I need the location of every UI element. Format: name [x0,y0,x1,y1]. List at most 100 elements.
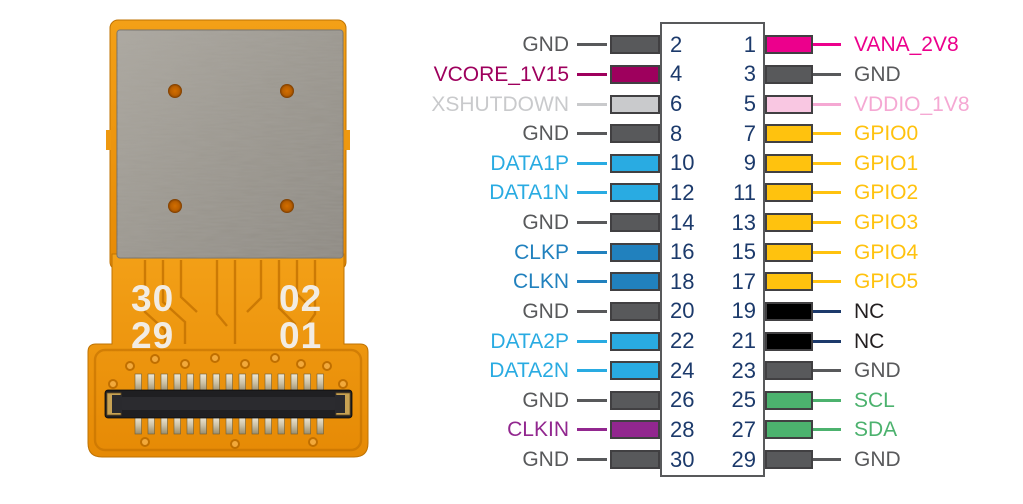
pin-wire-left [575,132,610,136]
pin-wire-left [575,221,610,225]
pin-numbers: 6 5 [660,91,765,117]
shield-hole [168,84,182,98]
pin-box-left [610,331,660,351]
pin-wire-left [575,280,610,284]
pin-wire-left [575,398,610,402]
pin-label-right: GND [854,359,901,383]
pin-wire-left [575,72,610,76]
pin-numbers: 16 15 [660,239,765,265]
pin-number-right: 3 [743,61,756,87]
pin-label-right: GPIO1 [854,151,919,175]
pin-number-right: 29 [731,446,756,472]
pin-label-right: NC [854,329,885,353]
pin-row: GND 14 13 GPIO3 [430,208,1023,238]
pin-label-left: GND [522,211,569,235]
pin-wire-right [813,102,846,106]
pin-box-right [765,153,813,173]
pin-number-left: 2 [670,31,683,57]
connector-outline [660,22,765,477]
pin-numbers: 28 27 [660,417,765,443]
pin-box-right [765,94,813,114]
pin-box-left [610,183,660,203]
pin-box-left [610,213,660,233]
pin-numbers: 18 17 [660,269,765,295]
pin-box-left [610,361,660,381]
pin-wire-right [813,132,846,136]
pin-numbers: 8 7 [660,121,765,147]
shield-hole [280,199,294,213]
pin-label-right: SCL [854,388,895,412]
pin-box-right [765,390,813,410]
pin-label-left: GND [522,299,569,323]
pin-box-left [610,301,660,321]
marking-02: 02 [279,278,322,319]
pin-label-left: DATA2N [489,359,569,383]
pin-row: DATA2P 22 21 NC [430,326,1023,356]
marking-01: 01 [279,315,322,356]
pin-box-right [765,183,813,203]
pin-number-left: 16 [670,239,695,265]
pin-number-left: 8 [670,120,683,146]
pin-label-left: GND [522,33,569,57]
pin-box-left [610,242,660,262]
pin-wire-left [575,161,610,165]
pin-wire-right [813,191,846,195]
pin-label-left: DATA2P [490,329,569,353]
pin-numbers: 10 9 [660,150,765,176]
pcb-traces [93,260,363,452]
pin-label-right: GPIO3 [854,211,919,235]
pin-box-right [765,301,813,321]
pin-number-right: 27 [731,416,756,442]
pin-row: CLKP 16 15 GPIO4 [430,237,1023,267]
pcb-silkscreen: 30 02 29 01 [131,278,322,356]
pin-box-right [765,361,813,381]
pin-numbers: 4 3 [660,61,765,87]
pin-number-left: 30 [670,446,695,472]
pin-wire-right [813,43,846,47]
pin-box-left [610,94,660,114]
pin-box-left [610,64,660,84]
pin-box-left [610,450,660,470]
pin-number-left: 28 [670,416,695,442]
pin-wire-left [575,43,610,47]
pin-row: GND 2 1 VANA_2V8 [430,30,1023,60]
pin-number-left: 18 [670,268,695,294]
pin-label-left: CLKIN [507,418,569,442]
pin-label-right: GPIO0 [854,122,919,146]
pin-wire-left [575,309,610,313]
pin-row: VCORE_1V15 4 3 GND [430,60,1023,90]
pin-number-left: 20 [670,298,695,324]
pin-number-left: 22 [670,328,695,354]
pin-label-left: DATA1P [490,151,569,175]
pin-box-left [610,272,660,292]
pin-box-left [610,420,660,440]
pin-number-right: 17 [731,268,756,294]
pin-label-left: CLKP [514,240,569,264]
pin-wire-left [575,428,610,432]
pin-label-left: XSHUTDOWN [431,92,569,116]
pin-box-right [765,124,813,144]
pin-numbers: 2 1 [660,32,765,58]
pin-label-right: GND [854,448,901,472]
pin-numbers: 14 13 [660,210,765,236]
pin-number-right: 7 [743,120,756,146]
pin-wire-right [813,161,846,165]
pin-label-right: GPIO4 [854,240,919,264]
pin-box-right [765,242,813,262]
pin-row: DATA2N 24 23 GND [430,356,1023,386]
board-connector [104,373,353,435]
pin-wire-right [813,250,846,254]
pin-number-right: 25 [731,387,756,413]
pin-row: XSHUTDOWN 6 5 VDDIO_1V8 [430,89,1023,119]
pin-wire-right [813,398,846,402]
pin-box-right [765,272,813,292]
pin-label-left: DATA1N [489,181,569,205]
pin-row: DATA1N 12 11 GPIO2 [430,178,1023,208]
pin-label-right: SDA [854,418,898,442]
pin-wire-left [575,250,610,254]
pin-number-right: 11 [733,179,756,205]
pin-row: CLKN 18 17 GPIO5 [430,267,1023,297]
pin-box-right [765,331,813,351]
pin-row: GND 26 25 SCL [430,386,1023,416]
shield-hole [280,84,294,98]
